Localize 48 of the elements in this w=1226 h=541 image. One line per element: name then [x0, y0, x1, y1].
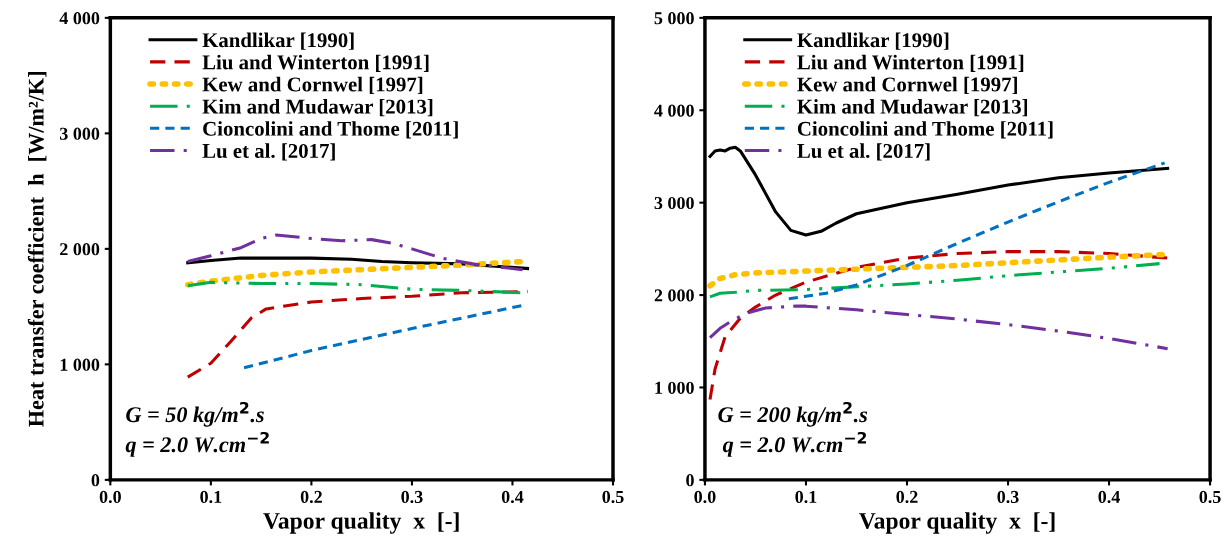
legend-label: Liu and Winterton [1991] — [797, 54, 1024, 72]
legend-label: Kew and Cornwel [1997] — [202, 76, 423, 95]
legend-label: Kandlikar [1990] — [797, 32, 949, 50]
annotation: q = 2.0 W.cm$^{−2}$ — [722, 431, 867, 457]
x-tick-label: 0.4 — [501, 490, 524, 504]
y-tick-label: 1 000 — [60, 358, 100, 371]
x-tick-label: 0.5 — [1199, 490, 1221, 504]
y-tick-label: 3 000 — [654, 196, 694, 210]
legend-label: Liu and Winterton [1991] — [202, 54, 429, 72]
y-tick-label: 2 000 — [60, 243, 100, 256]
annotation: q = 2.0 W.cm$^{−2}$ — [125, 431, 269, 457]
annotation: G = 200 kg/m$^{2}$.s — [718, 401, 868, 427]
x-tick-label: 0.2 — [300, 490, 322, 504]
line-series — [186, 290, 530, 379]
line-series — [708, 250, 1170, 402]
y-tick-label: 4 000 — [59, 12, 100, 25]
x-tick-label: 0.4 — [1098, 490, 1120, 504]
y-tick-label: 5 000 — [654, 12, 694, 25]
legend-label: Kim and Mudawar [2013] — [202, 99, 433, 117]
legend-label: Cioncolini and Thome [2011] — [203, 121, 458, 139]
y-axis-title: Heat transfer coefficient h [W/m²/K] — [27, 72, 47, 427]
y-tick-label: 0 — [686, 474, 694, 487]
x-tick-label: 0.3 — [997, 490, 1019, 504]
x-tick-label: 0.0 — [99, 490, 121, 504]
x-tick-label: 0.5 — [602, 490, 624, 504]
x-axis-title: Vapor quality x [-] — [263, 512, 459, 534]
legend-label: Lu et al. [2017] — [797, 143, 930, 161]
line-series — [787, 161, 1167, 301]
line-series — [708, 304, 1170, 351]
legend-label: Kandlikar [1990] — [202, 32, 354, 50]
x-tick-label: 0.2 — [896, 490, 918, 504]
y-tick-label: 1 000 — [655, 381, 694, 394]
legend-label: Lu et al. [2017] — [202, 143, 335, 161]
line-series — [708, 262, 1162, 299]
y-tick-label: 2 000 — [654, 289, 694, 302]
x-axis-title: Vapor quality x [-] — [859, 512, 1055, 534]
x-tick-label: 0.1 — [200, 490, 222, 504]
y-tick-label: 0 — [91, 474, 100, 487]
line-series — [186, 233, 525, 272]
legend-label: Cioncolini and Thome [2011] — [797, 121, 1053, 139]
x-tick-label: 0.3 — [401, 490, 423, 504]
legend-label: Kew and Cornwel [1997] — [797, 76, 1017, 95]
x-tick-label: 0.1 — [795, 490, 817, 504]
legend-label: Kim and Mudawar [2013] — [797, 99, 1028, 117]
annotation: G = 50 kg/m$^{2}$.s — [126, 401, 264, 427]
y-tick-label: 3 000 — [59, 127, 100, 140]
x-tick-label: 0.0 — [694, 490, 716, 504]
y-tick-label: 4 000 — [654, 104, 694, 117]
